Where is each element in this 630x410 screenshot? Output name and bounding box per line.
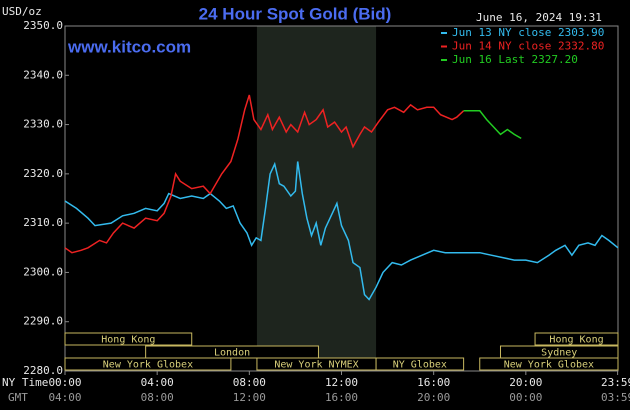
session-label: London xyxy=(214,348,250,359)
session-label: Sydney xyxy=(541,348,577,359)
y-tick-label: 2300.0 xyxy=(23,265,63,278)
session-box xyxy=(64,357,232,371)
x2-tick-label: 12:00 xyxy=(233,391,266,404)
y-tick-label: 2290.0 xyxy=(23,315,63,328)
session-label: Hong Kong xyxy=(101,335,155,346)
legend-name: Jun 14 NY close xyxy=(452,40,551,53)
session-label: New York NYMEX xyxy=(274,360,358,371)
chart-title: 24 Hour Spot Gold (Bid) xyxy=(199,4,392,23)
legend-entry: Jun 13 NY close 2303.90 xyxy=(452,26,604,39)
price-line xyxy=(64,94,465,254)
session-label: New York Globex xyxy=(504,360,594,371)
x2-tick-label: 20:00 xyxy=(417,391,450,404)
unit-label: USD/oz xyxy=(2,5,42,18)
x2-tick-label: 16:00 xyxy=(325,391,358,404)
session-box xyxy=(534,332,619,346)
y-tick-label: 2310.0 xyxy=(23,216,63,229)
legend-name: Jun 13 NY close xyxy=(452,26,551,39)
x2-tick-label: 04:00 xyxy=(48,391,81,404)
x-tick-label: 04:00 xyxy=(141,376,174,389)
x-tick-label: 12:00 xyxy=(325,376,358,389)
session-box xyxy=(479,357,619,371)
session-label: Hong Kong xyxy=(549,335,603,346)
x2-tick-label: 08:00 xyxy=(141,391,174,404)
x-tick-label: 20:00 xyxy=(509,376,542,389)
timestamp: June 16, 2024 19:31 xyxy=(476,11,602,24)
session-label: New York Globex xyxy=(103,360,193,371)
y-tick-label: 2350.0 xyxy=(23,19,63,32)
x-tick-label: 00:00 xyxy=(48,376,81,389)
x-tick-label: 08:00 xyxy=(233,376,266,389)
highlight-band xyxy=(256,26,377,371)
price-line xyxy=(463,110,522,140)
session-label: NY Globex xyxy=(393,360,447,371)
x-tick-label: 23:59 xyxy=(601,376,630,389)
x2-axis-label: GMT xyxy=(8,391,28,404)
legend-entry: Jun 16 Last 2327.20 xyxy=(452,53,578,66)
legend-value: 2332.80 xyxy=(558,40,604,53)
legend-value: 2303.90 xyxy=(558,26,604,39)
price-line xyxy=(64,161,619,301)
x-axis-label: NY Time xyxy=(2,376,48,389)
legend-value: 2327.20 xyxy=(531,53,577,66)
y-tick-label: 2280.0 xyxy=(23,364,63,377)
x-tick-label: 16:00 xyxy=(417,376,450,389)
legend-entry: Jun 14 NY close 2332.80 xyxy=(452,40,604,53)
watermark: www.kitco.com xyxy=(67,37,191,56)
legend-name: Jun 16 Last xyxy=(452,53,525,66)
x2-tick-label: 03:59 xyxy=(601,391,630,404)
y-tick-label: 2320.0 xyxy=(23,167,63,180)
x2-tick-label: 00:00 xyxy=(509,391,542,404)
session-box xyxy=(64,332,193,346)
y-tick-label: 2330.0 xyxy=(23,118,63,131)
session-box xyxy=(145,345,319,359)
session-box xyxy=(375,357,465,371)
y-tick-label: 2340.0 xyxy=(23,68,63,81)
